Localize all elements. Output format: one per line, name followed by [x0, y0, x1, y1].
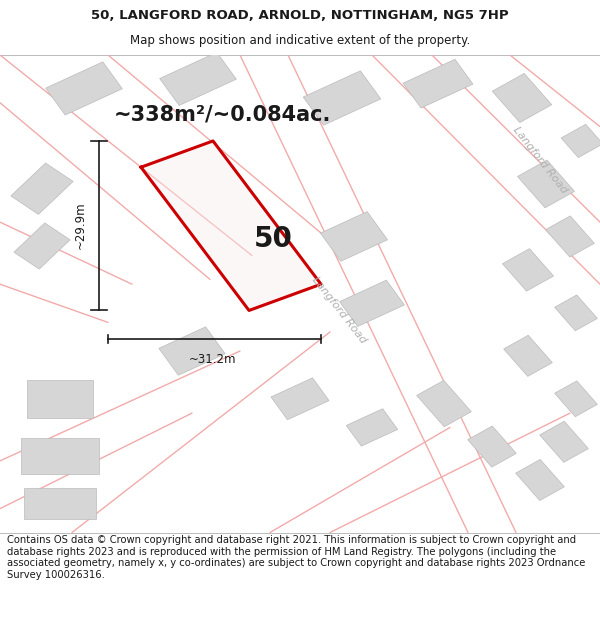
Polygon shape [46, 62, 122, 115]
Polygon shape [545, 216, 595, 257]
Polygon shape [539, 421, 589, 462]
Polygon shape [159, 327, 225, 375]
Text: 50, LANGFORD ROAD, ARNOLD, NOTTINGHAM, NG5 7HP: 50, LANGFORD ROAD, ARNOLD, NOTTINGHAM, N… [91, 9, 509, 22]
Polygon shape [492, 73, 552, 122]
Polygon shape [467, 426, 517, 467]
Text: ~29.9m: ~29.9m [73, 202, 86, 249]
Polygon shape [503, 335, 553, 376]
Polygon shape [320, 212, 388, 261]
Text: 50: 50 [254, 225, 292, 253]
Text: ~31.2m: ~31.2m [189, 354, 237, 366]
Polygon shape [27, 380, 93, 418]
Polygon shape [346, 409, 398, 446]
Text: Contains OS data © Crown copyright and database right 2021. This information is : Contains OS data © Crown copyright and d… [7, 535, 586, 580]
Polygon shape [403, 59, 473, 108]
Polygon shape [340, 280, 404, 326]
Polygon shape [515, 459, 565, 501]
Polygon shape [554, 381, 598, 417]
Polygon shape [141, 141, 321, 311]
Polygon shape [160, 52, 236, 106]
Polygon shape [554, 295, 598, 331]
Text: Langford Road: Langford Road [310, 275, 368, 346]
Polygon shape [21, 438, 99, 474]
Polygon shape [561, 124, 600, 158]
Text: ~338m²/~0.084ac.: ~338m²/~0.084ac. [113, 104, 331, 125]
Polygon shape [14, 223, 70, 269]
Polygon shape [11, 163, 73, 214]
Polygon shape [502, 249, 554, 291]
Polygon shape [417, 381, 471, 427]
Polygon shape [517, 160, 575, 208]
Text: Map shows position and indicative extent of the property.: Map shows position and indicative extent… [130, 34, 470, 48]
Polygon shape [271, 378, 329, 420]
Text: Langford Road: Langford Road [511, 125, 569, 195]
Polygon shape [24, 488, 96, 519]
Polygon shape [303, 71, 381, 125]
